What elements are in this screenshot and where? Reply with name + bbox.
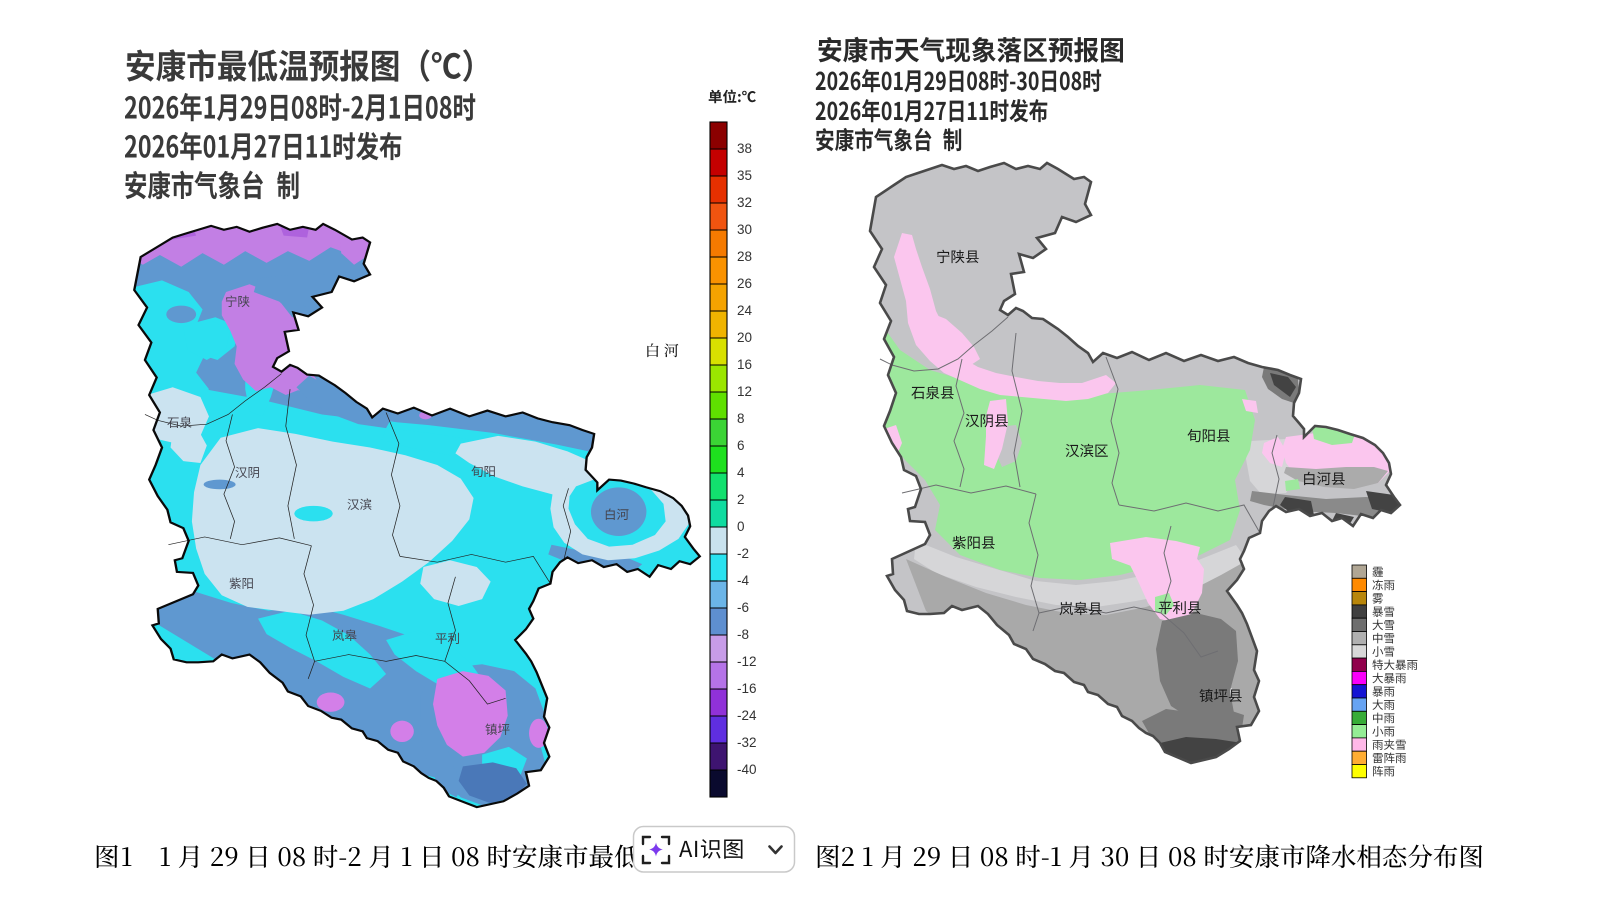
svg-text:4: 4	[737, 465, 745, 480]
svg-text:6: 6	[737, 438, 745, 453]
svg-text:38: 38	[737, 141, 752, 156]
svg-text:-4: -4	[737, 573, 749, 588]
svg-text:2: 2	[737, 492, 745, 507]
svg-text:16: 16	[737, 357, 752, 372]
svg-text:0: 0	[737, 519, 745, 534]
svg-text:-8: -8	[737, 627, 749, 642]
svg-text:28: 28	[737, 249, 752, 264]
svg-text:-12: -12	[737, 654, 757, 669]
svg-text:24: 24	[737, 303, 753, 318]
svg-text:-24: -24	[737, 708, 757, 723]
svg-text:-32: -32	[737, 735, 757, 750]
svg-text:8: 8	[737, 411, 745, 426]
svg-text:-2: -2	[737, 546, 749, 561]
svg-text:35: 35	[737, 168, 752, 183]
svg-text:-16: -16	[737, 681, 757, 696]
svg-text:-40: -40	[737, 762, 757, 777]
svg-text:12: 12	[737, 384, 752, 399]
svg-text:20: 20	[737, 330, 752, 345]
svg-text:30: 30	[737, 222, 752, 237]
svg-text:26: 26	[737, 276, 752, 291]
svg-text:32: 32	[737, 195, 752, 210]
svg-text:-6: -6	[737, 600, 749, 615]
